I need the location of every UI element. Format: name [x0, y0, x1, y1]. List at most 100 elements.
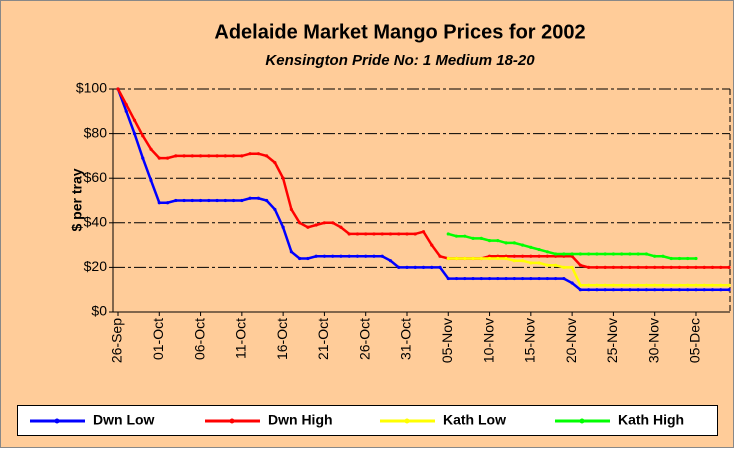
series-marker [603, 288, 607, 292]
series-marker [578, 263, 582, 267]
y-axis-label: $ per tray [69, 168, 85, 231]
series-marker [413, 232, 417, 236]
series-marker [554, 263, 558, 267]
series-marker [512, 259, 516, 263]
series-marker [661, 254, 665, 258]
series-marker [611, 283, 616, 287]
x-tick-label: 21-Oct [315, 318, 331, 360]
series-marker [719, 265, 723, 269]
series-marker [487, 239, 492, 243]
series-marker [496, 276, 500, 281]
series-marker [669, 265, 673, 269]
series-marker [669, 256, 673, 261]
series-marker [595, 283, 599, 287]
series-marker [446, 276, 450, 281]
series-marker [545, 254, 549, 258]
series-marker [669, 283, 673, 287]
series-marker [644, 288, 649, 292]
x-tick-label: 05-Dec [687, 318, 703, 363]
series-marker [719, 288, 723, 292]
series-marker [545, 263, 549, 267]
series-marker [347, 254, 351, 258]
series-marker [471, 236, 475, 241]
series-marker [694, 256, 698, 261]
legend-label: Kath Low [443, 412, 506, 428]
series-marker [248, 196, 252, 200]
series-marker [174, 154, 178, 158]
series-marker [520, 259, 525, 263]
series-marker [578, 283, 582, 287]
series-marker [636, 283, 640, 287]
series-marker [496, 254, 500, 258]
x-tick-label: 11-Oct [233, 318, 249, 359]
series-marker [132, 118, 137, 122]
series-marker [578, 252, 582, 256]
series-marker [215, 198, 219, 203]
series-marker [587, 252, 591, 256]
series-marker [686, 283, 690, 287]
x-tick-label: 01-Oct [150, 318, 166, 360]
y-tick-label: $80 [84, 124, 108, 140]
series-marker [661, 288, 665, 292]
series-marker [331, 221, 335, 225]
series-marker [628, 288, 632, 292]
series-marker [281, 225, 285, 229]
series-marker [298, 256, 302, 261]
series-marker [463, 256, 467, 261]
series-marker [355, 232, 360, 236]
series-marker [570, 254, 574, 258]
series-marker [487, 256, 492, 261]
series-marker [512, 254, 516, 258]
series-marker [603, 265, 607, 269]
series-marker [727, 265, 731, 269]
series-marker [141, 134, 145, 138]
series-marker [562, 252, 566, 256]
series-marker [479, 276, 483, 281]
series-marker [298, 221, 302, 225]
series-marker [265, 154, 269, 158]
series-marker [570, 265, 574, 269]
series-marker [570, 281, 574, 285]
series-marker [471, 256, 475, 261]
series-marker [256, 196, 260, 200]
series-marker [380, 254, 384, 258]
series-marker [686, 288, 690, 292]
series-marker [372, 254, 376, 258]
y-tick-label: $0 [91, 303, 107, 319]
y-tick-label: $40 [84, 214, 108, 230]
series-marker [207, 198, 211, 203]
series-marker [380, 232, 384, 236]
series-marker [182, 154, 186, 158]
series-marker [421, 265, 426, 269]
series-marker [190, 154, 194, 158]
series-marker [677, 256, 682, 261]
series-marker [397, 232, 401, 236]
series-marker [512, 276, 516, 281]
series-marker [587, 283, 591, 287]
series-marker [265, 198, 269, 203]
x-tick-label: 16-Oct [274, 318, 290, 360]
series-marker [562, 265, 566, 269]
series-marker [710, 288, 715, 292]
series-marker [364, 254, 368, 258]
series-marker [611, 288, 616, 292]
y-tick-label: $60 [84, 169, 108, 185]
series-marker [454, 256, 459, 261]
series-marker [554, 252, 558, 256]
series-marker [388, 259, 393, 263]
series-marker [273, 207, 277, 212]
legend-label: Dwn High [268, 412, 333, 428]
series-marker [256, 152, 260, 156]
series-marker [322, 254, 327, 258]
series-marker [727, 283, 731, 287]
legend-label: Kath High [618, 412, 684, 428]
series-marker [653, 283, 657, 287]
series-marker [331, 254, 335, 258]
series-marker [149, 178, 153, 183]
series-marker [116, 87, 120, 91]
series-marker [677, 265, 682, 269]
series-marker [529, 276, 533, 281]
legend-label: Dwn Low [93, 412, 155, 428]
series-marker [644, 265, 649, 269]
